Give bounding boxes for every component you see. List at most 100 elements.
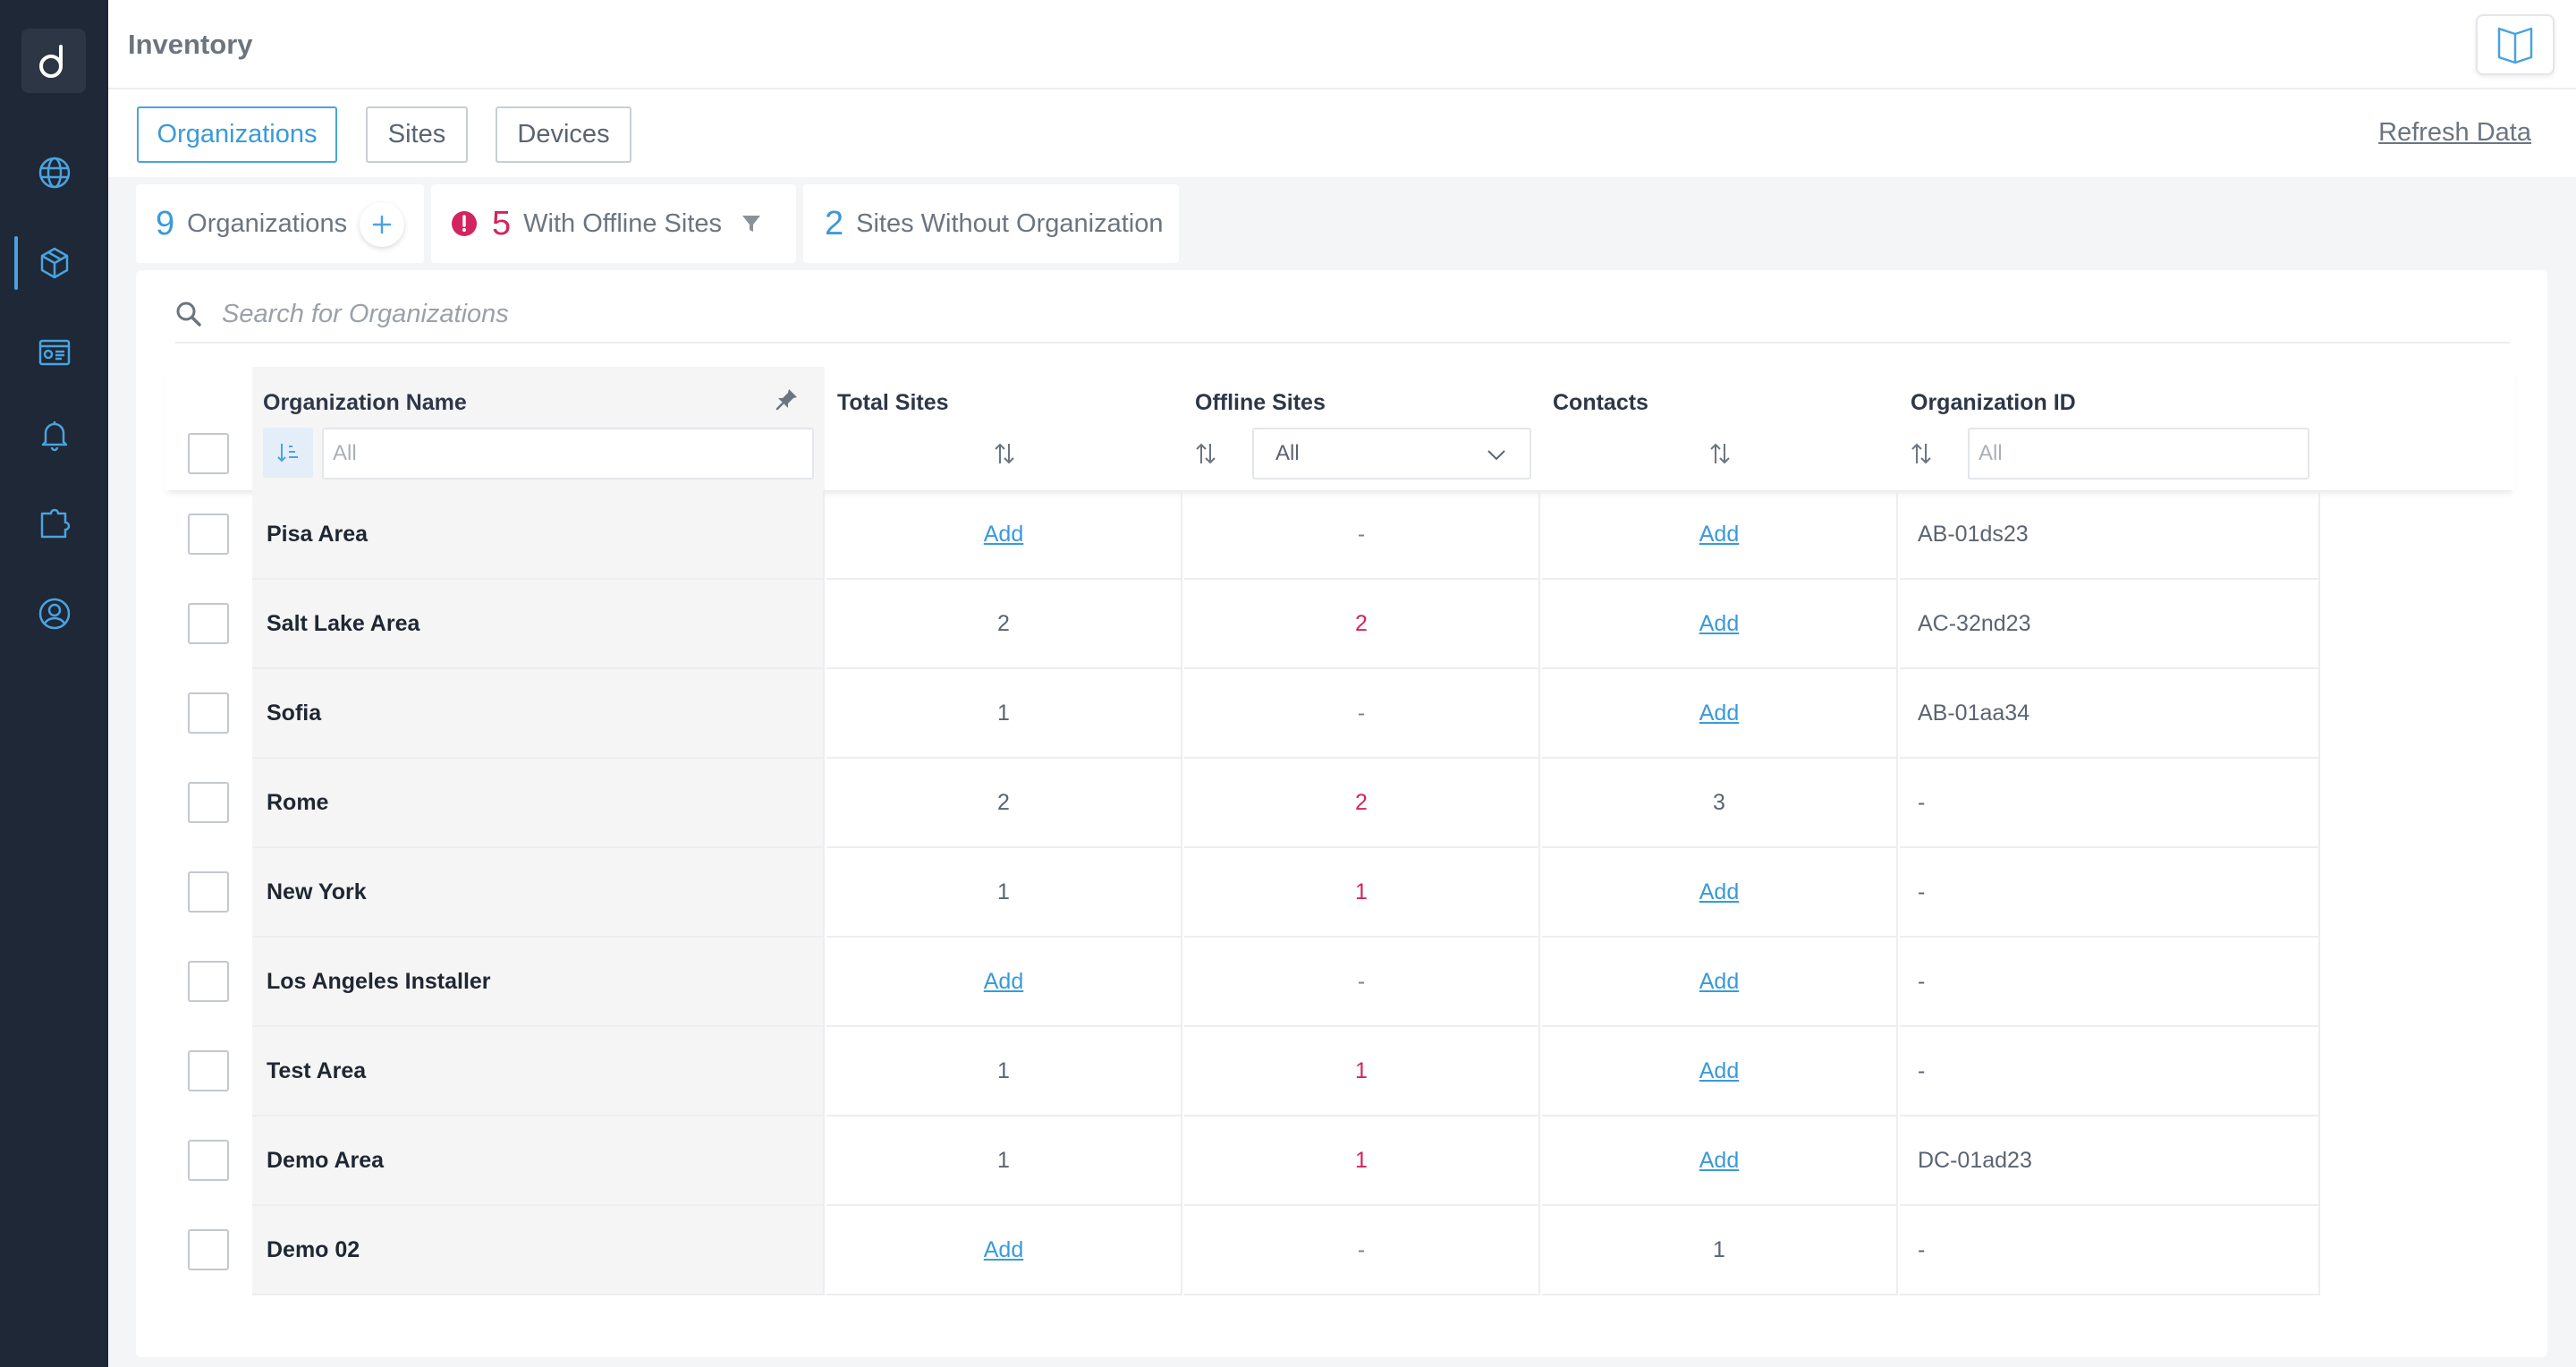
stat-no-org-count: 2 xyxy=(825,204,844,242)
add-organization-button[interactable] xyxy=(360,202,404,247)
organization-name-cell[interactable]: Los Angeles Installer xyxy=(252,938,825,1027)
add-contacts-link[interactable]: Add xyxy=(1699,700,1740,726)
sort-name-button[interactable] xyxy=(263,428,313,478)
organization-id-cell: AB-01aa34 xyxy=(1900,669,2320,759)
sort-contacts-icon[interactable] xyxy=(1709,442,1731,465)
search-input[interactable] xyxy=(222,299,1295,329)
total-sites-value: 1 xyxy=(997,1057,1010,1083)
help-guide-button[interactable] xyxy=(2476,14,2555,75)
tab-sites[interactable]: Sites xyxy=(366,106,468,163)
organization-name-cell[interactable]: Demo 02 xyxy=(252,1206,825,1295)
sort-id-icon[interactable] xyxy=(1911,442,1932,465)
row-checkbox[interactable] xyxy=(188,692,229,734)
page-title: Inventory xyxy=(128,29,253,60)
organization-name-cell[interactable]: Salt Lake Area xyxy=(252,580,825,669)
filter-funnel-icon[interactable] xyxy=(741,213,762,234)
stat-offline-sites[interactable]: 5 With Offline Sites xyxy=(431,184,796,263)
add-contacts-link[interactable]: Add xyxy=(1699,879,1740,904)
table-row[interactable]: Demo 02 Add - 1 - xyxy=(165,1206,2515,1295)
organization-id-cell: AC-32nd23 xyxy=(1900,580,2320,669)
row-checkbox[interactable] xyxy=(188,961,229,1002)
refresh-data-link[interactable]: Refresh Data xyxy=(2378,118,2531,147)
add-contacts-link[interactable]: Add xyxy=(1699,1057,1740,1083)
total-sites-cell: Add xyxy=(826,938,1182,1027)
tab-organizations[interactable]: Organizations xyxy=(137,106,337,163)
organization-id-value: - xyxy=(1918,879,1926,904)
sidebar-item-integrations[interactable] xyxy=(0,492,108,556)
total-sites-cell: Add xyxy=(826,490,1182,580)
offline-sites-cell: 2 xyxy=(1184,759,1540,848)
offline-filter-select[interactable]: All xyxy=(1252,428,1531,480)
table-row[interactable]: Pisa Area Add - Add AB-01ds23 xyxy=(165,490,2515,580)
name-filter-input[interactable] xyxy=(322,428,814,480)
add-total-sites-link[interactable]: Add xyxy=(983,1236,1024,1262)
organization-id-cell: - xyxy=(1900,1206,2320,1295)
offline-sites-cell: 2 xyxy=(1184,580,1540,669)
organization-id-value: AC-32nd23 xyxy=(1918,610,2031,636)
organization-id-value: - xyxy=(1918,968,1926,994)
add-contacts-link[interactable]: Add xyxy=(1699,521,1740,547)
id-filter-input[interactable] xyxy=(1968,428,2309,480)
organization-name-cell[interactable]: Test Area xyxy=(252,1027,825,1117)
offline-sites-cell: 1 xyxy=(1184,1027,1540,1117)
offline-sites-cell: - xyxy=(1184,669,1540,759)
table-row[interactable]: Test Area 1 1 Add - xyxy=(165,1027,2515,1117)
stat-offline-count: 5 xyxy=(492,204,512,242)
table-row[interactable]: Sofia 1 - Add AB-01aa34 xyxy=(165,669,2515,759)
contacts-cell: Add xyxy=(1542,490,1898,580)
add-total-sites-link[interactable]: Add xyxy=(983,521,1024,547)
cube-icon xyxy=(40,247,68,279)
organization-name-value: Demo Area xyxy=(267,1147,385,1173)
total-sites-cell: 1 xyxy=(826,1117,1182,1206)
row-checkbox[interactable] xyxy=(188,603,229,644)
sidebar-item-reports[interactable] xyxy=(0,320,108,385)
pin-icon[interactable] xyxy=(775,386,800,412)
sidebar-item-profile[interactable] xyxy=(0,582,108,646)
row-checkbox[interactable] xyxy=(188,1050,229,1091)
select-all-checkbox[interactable] xyxy=(188,433,229,474)
row-checkbox[interactable] xyxy=(188,1140,229,1181)
stat-organizations-label: Organizations xyxy=(187,208,348,238)
sidebar-item-inventory[interactable] xyxy=(0,231,108,295)
add-total-sites-link[interactable]: Add xyxy=(983,968,1024,994)
organizations-panel: Organization Name Total Sites Offline Si… xyxy=(136,270,2547,1357)
tab-devices[interactable]: Devices xyxy=(496,106,631,163)
table-row[interactable]: Salt Lake Area 2 2 Add AC-32nd23 xyxy=(165,580,2515,669)
add-contacts-link[interactable]: Add xyxy=(1699,1147,1740,1173)
table-row[interactable]: New York 1 1 Add - xyxy=(165,848,2515,938)
header-contacts: Contacts xyxy=(1553,390,1648,415)
app-logo[interactable] xyxy=(21,29,86,93)
sort-offline-icon[interactable] xyxy=(1195,442,1216,465)
total-sites-value: 1 xyxy=(997,879,1010,904)
organization-name-value: Sofia xyxy=(267,700,322,726)
row-checkbox[interactable] xyxy=(188,782,229,823)
organization-name-cell[interactable]: Sofia xyxy=(252,669,825,759)
table-row[interactable]: Los Angeles Installer Add - Add - xyxy=(165,938,2515,1027)
search-bar xyxy=(175,286,2510,344)
sidebar-item-alerts[interactable] xyxy=(0,403,108,467)
sort-total-icon[interactable] xyxy=(994,442,1015,465)
report-card-icon xyxy=(38,339,70,366)
stat-sites-without-org[interactable]: 2 Sites Without Organization xyxy=(803,184,1179,263)
offline-sites-cell: - xyxy=(1184,1206,1540,1295)
organization-name-cell[interactable]: Pisa Area xyxy=(252,490,825,580)
table-row[interactable]: Demo Area 1 1 Add DC-01ad23 xyxy=(165,1117,2515,1206)
total-sites-value: 2 xyxy=(997,610,1010,636)
sidebar-item-globe[interactable] xyxy=(0,140,108,205)
alert-circle-icon xyxy=(452,211,477,236)
total-sites-value: 1 xyxy=(997,700,1010,726)
header-offline-sites: Offline Sites xyxy=(1195,390,1326,415)
organization-name-cell[interactable]: New York xyxy=(252,848,825,938)
table-row[interactable]: Rome 2 2 3 - xyxy=(165,759,2515,848)
total-sites-value: 2 xyxy=(997,789,1010,815)
organization-name-cell[interactable]: Demo Area xyxy=(252,1117,825,1206)
contacts-cell: Add xyxy=(1542,580,1898,669)
row-checkbox[interactable] xyxy=(188,1229,229,1270)
add-contacts-link[interactable]: Add xyxy=(1699,968,1740,994)
organization-name-cell[interactable]: Rome xyxy=(252,759,825,848)
row-checkbox[interactable] xyxy=(188,871,229,913)
row-checkbox[interactable] xyxy=(188,514,229,555)
add-contacts-link[interactable]: Add xyxy=(1699,610,1740,636)
stat-no-org-label: Sites Without Organization xyxy=(856,208,1164,238)
open-book-icon xyxy=(2497,27,2533,64)
